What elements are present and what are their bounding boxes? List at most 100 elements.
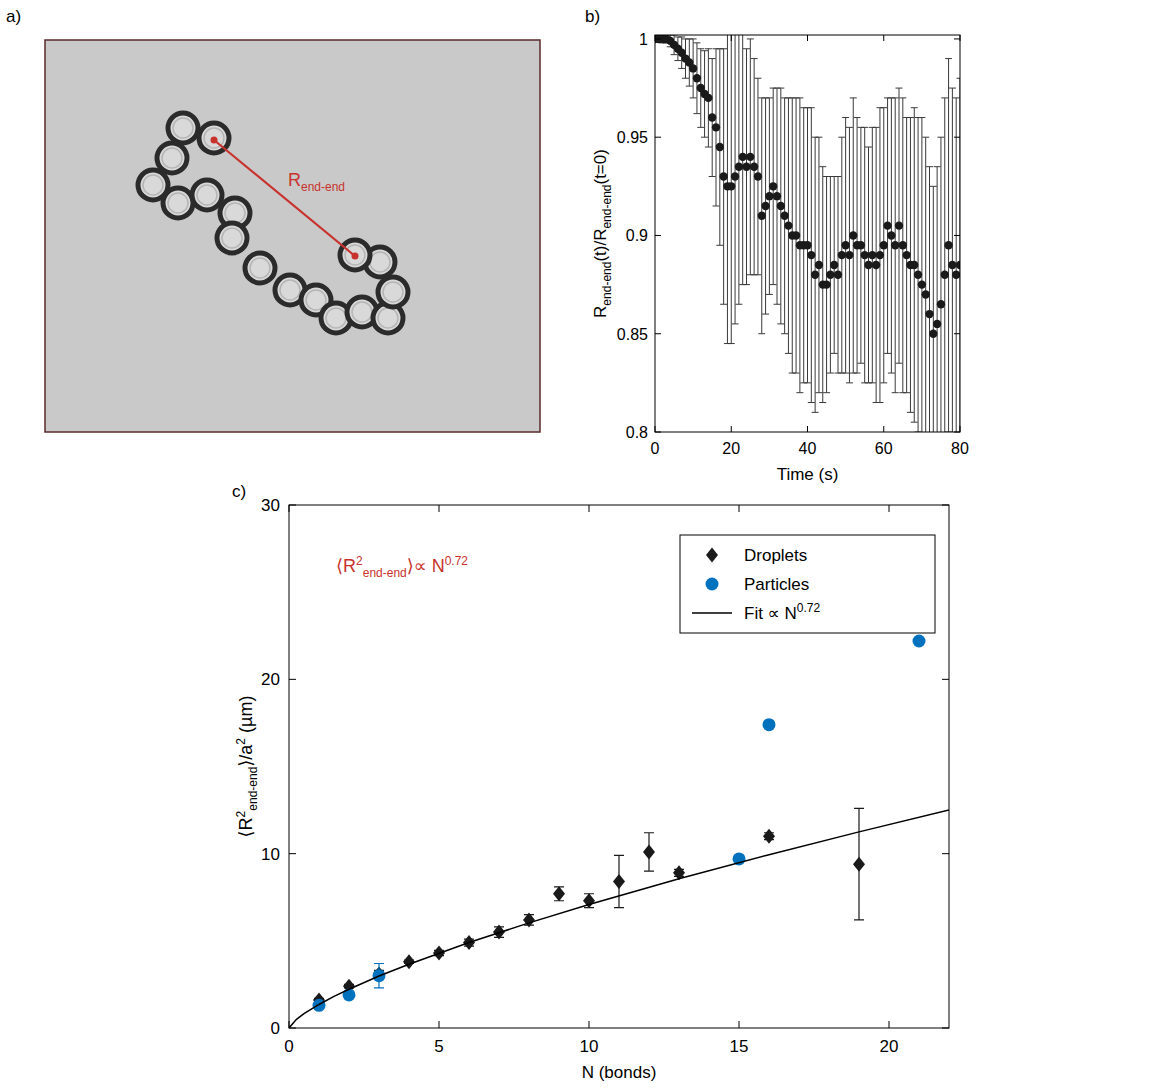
data-point — [899, 241, 907, 249]
legend-line — [692, 612, 732, 614]
axis-title: ⟨R2end-end⟩/a2 (µm) — [234, 696, 261, 838]
tick — [655, 137, 661, 138]
error-bar — [835, 177, 842, 374]
data-b — [655, 35, 960, 432]
tick — [655, 426, 656, 432]
error-bar — [774, 88, 781, 304]
data-point — [910, 261, 918, 269]
droplet-inner — [326, 308, 346, 328]
tick — [439, 505, 440, 512]
droplet-inner — [352, 302, 372, 322]
text-part: R — [288, 170, 301, 190]
data-point — [763, 829, 775, 844]
tick-label: 0.95 — [617, 129, 648, 146]
data-point — [523, 912, 535, 927]
data-point — [613, 874, 625, 889]
legend-box — [680, 535, 935, 633]
data-point — [807, 251, 815, 259]
tick — [942, 1028, 949, 1029]
data-point — [845, 251, 853, 259]
data-point — [956, 261, 960, 269]
data-point — [921, 290, 929, 298]
error-bar — [827, 177, 834, 374]
error-bar — [815, 137, 822, 392]
data-point — [815, 261, 823, 269]
data-point — [948, 261, 956, 269]
axis-title: N (bonds) — [582, 1063, 657, 1082]
tick-label: 40 — [799, 440, 817, 457]
tick — [960, 426, 961, 432]
text-part: (µm) — [236, 696, 256, 738]
tick — [655, 38, 661, 39]
data-point — [742, 162, 750, 170]
error-bar — [838, 137, 845, 373]
tick — [942, 853, 949, 854]
error-bar — [728, 35, 735, 344]
droplet-inner — [225, 203, 245, 223]
error-bar — [854, 808, 864, 920]
error-bar — [720, 49, 727, 304]
data-point — [913, 634, 926, 647]
plot-area — [655, 35, 960, 432]
error-bar — [930, 186, 937, 432]
tick — [289, 679, 296, 680]
plot-b: 0204060800.80.850.90.951Time (s)Rend-end… — [591, 29, 969, 484]
droplet — [340, 240, 370, 270]
error-bar — [785, 98, 792, 353]
panel-letter: a) — [6, 7, 21, 26]
tick — [883, 35, 884, 41]
plot-frame — [655, 35, 960, 432]
error-bar — [823, 177, 830, 393]
error-bar — [941, 98, 948, 432]
droplet — [168, 113, 198, 143]
droplet — [157, 143, 187, 173]
data-point — [891, 241, 899, 249]
legend-label: Fit ∝ N0.72 — [744, 601, 820, 623]
text-part: 0.72 — [445, 554, 469, 568]
error-bar — [911, 108, 918, 422]
text-part: 0.72 — [797, 601, 821, 615]
droplet — [192, 180, 222, 210]
plot-area — [289, 505, 949, 1028]
error-bar — [754, 78, 761, 275]
data-point — [941, 271, 949, 279]
error-bar — [865, 147, 872, 383]
tick — [655, 333, 661, 334]
error-bar — [781, 98, 788, 334]
tick — [954, 333, 960, 334]
error-bar — [884, 98, 891, 353]
data-point — [952, 271, 960, 279]
data-point — [773, 192, 781, 200]
tick-label: 5 — [434, 1037, 443, 1056]
annotation: ⟨R2end-end⟩∝ N0.72 — [336, 554, 468, 581]
text-part: end-end — [600, 262, 614, 306]
image-panel: Rend-end — [45, 40, 540, 432]
data-c — [289, 634, 949, 1028]
text-part: Fit ∝ N — [744, 604, 797, 623]
text-part: (t)/R — [591, 229, 610, 262]
data-point — [727, 182, 735, 190]
tick-label: 0.9 — [626, 227, 648, 244]
tick — [739, 1021, 740, 1028]
error-bar — [614, 855, 624, 907]
error-bar — [735, 35, 742, 304]
text-part: end-end — [363, 566, 407, 580]
annotation: Rend-end — [288, 170, 345, 194]
error-bar — [766, 98, 773, 295]
legend-label: Droplets — [744, 546, 807, 565]
tick — [889, 505, 890, 512]
data-point — [876, 251, 884, 259]
error-bar — [896, 88, 903, 363]
error-bar — [705, 49, 712, 147]
data-point — [914, 271, 922, 279]
error-bar — [873, 127, 880, 402]
error-bar — [697, 49, 704, 128]
data-point — [944, 241, 952, 249]
data-point — [880, 241, 888, 249]
droplet — [163, 188, 193, 218]
data-point — [704, 94, 712, 102]
droplet-inner — [345, 245, 365, 265]
error-bar — [892, 98, 899, 393]
data-point — [902, 251, 910, 259]
droplet-inner — [378, 308, 398, 328]
